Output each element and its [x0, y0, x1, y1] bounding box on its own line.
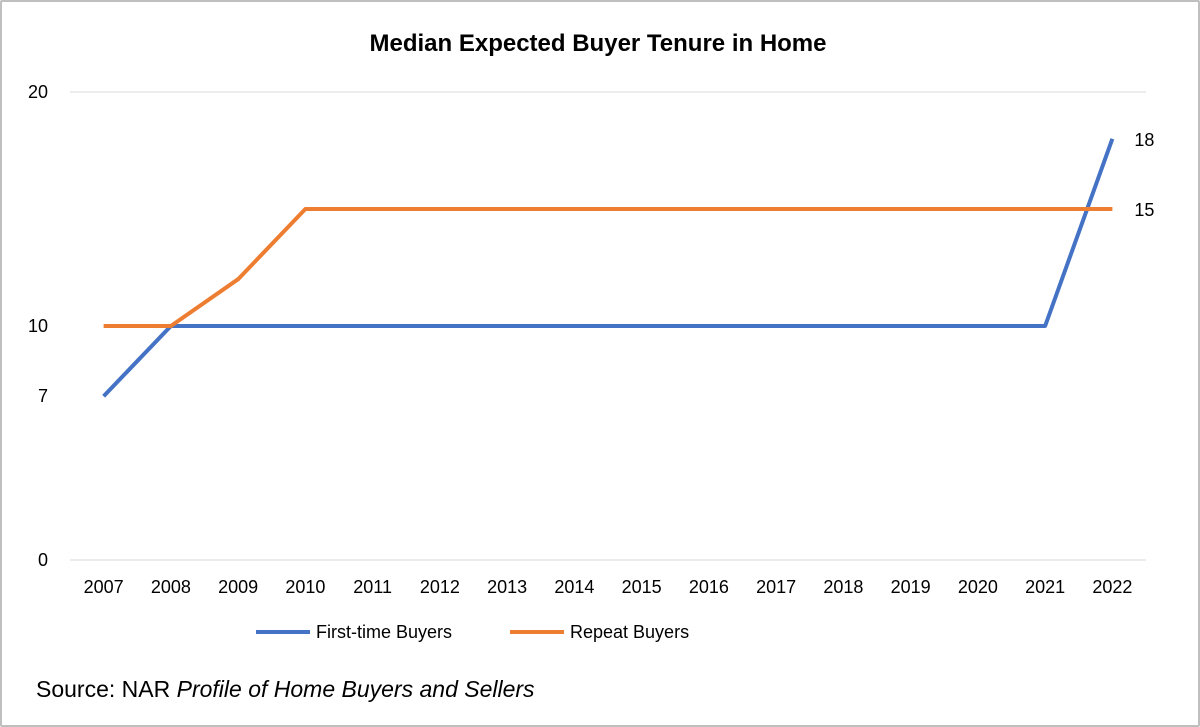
y-tick-label: 7 — [38, 386, 48, 406]
source-prefix: Source: NAR — [36, 676, 177, 702]
x-tick-label: 2014 — [554, 577, 594, 597]
end-label: 15 — [1134, 200, 1154, 220]
series-line-repeat-buyers — [103, 207, 1113, 328]
x-tick-label: 2019 — [891, 577, 931, 597]
series-lines — [102, 138, 1115, 398]
y-axis-ticks: 0 7 10 20 — [28, 82, 48, 570]
series-line-first-time-buyers — [102, 138, 1115, 398]
source-title: Profile of Home Buyers and Sellers — [176, 676, 535, 702]
x-tick-label: 2013 — [487, 577, 527, 597]
x-tick-label: 2011 — [353, 577, 392, 597]
x-tick-label: 2008 — [151, 577, 191, 597]
source-note: Source: NAR Profile of Home Buyers and S… — [36, 676, 535, 703]
x-axis-ticks: 2007 2008 2009 2010 2011 2012 2013 2014 2015 2016… — [84, 577, 1133, 597]
y-tick-label: 0 — [38, 550, 48, 570]
end-label: 18 — [1134, 130, 1154, 150]
x-tick-label: 2022 — [1092, 577, 1132, 597]
legend-label: Repeat Buyers — [570, 622, 689, 642]
x-tick-label: 2012 — [420, 577, 460, 597]
x-tick-label: 2020 — [958, 577, 998, 597]
x-tick-label: 2018 — [823, 577, 863, 597]
y-tick-label: 10 — [28, 316, 48, 336]
gridlines — [70, 91, 1146, 561]
x-tick-label: 2021 — [1025, 577, 1065, 597]
x-tick-label: 2016 — [689, 577, 729, 597]
x-tick-label: 2015 — [622, 577, 662, 597]
legend: First-time Buyers Repeat Buyers — [256, 622, 689, 642]
x-tick-label: 2007 — [84, 577, 124, 597]
y-tick-label: 20 — [28, 82, 48, 102]
x-tick-label: 2009 — [218, 577, 258, 597]
x-tick-label: 2010 — [285, 577, 325, 597]
legend-label: First-time Buyers — [316, 622, 452, 642]
chart-title: Median Expected Buyer Tenure in Home — [370, 30, 827, 57]
x-tick-label: 2017 — [756, 577, 796, 597]
